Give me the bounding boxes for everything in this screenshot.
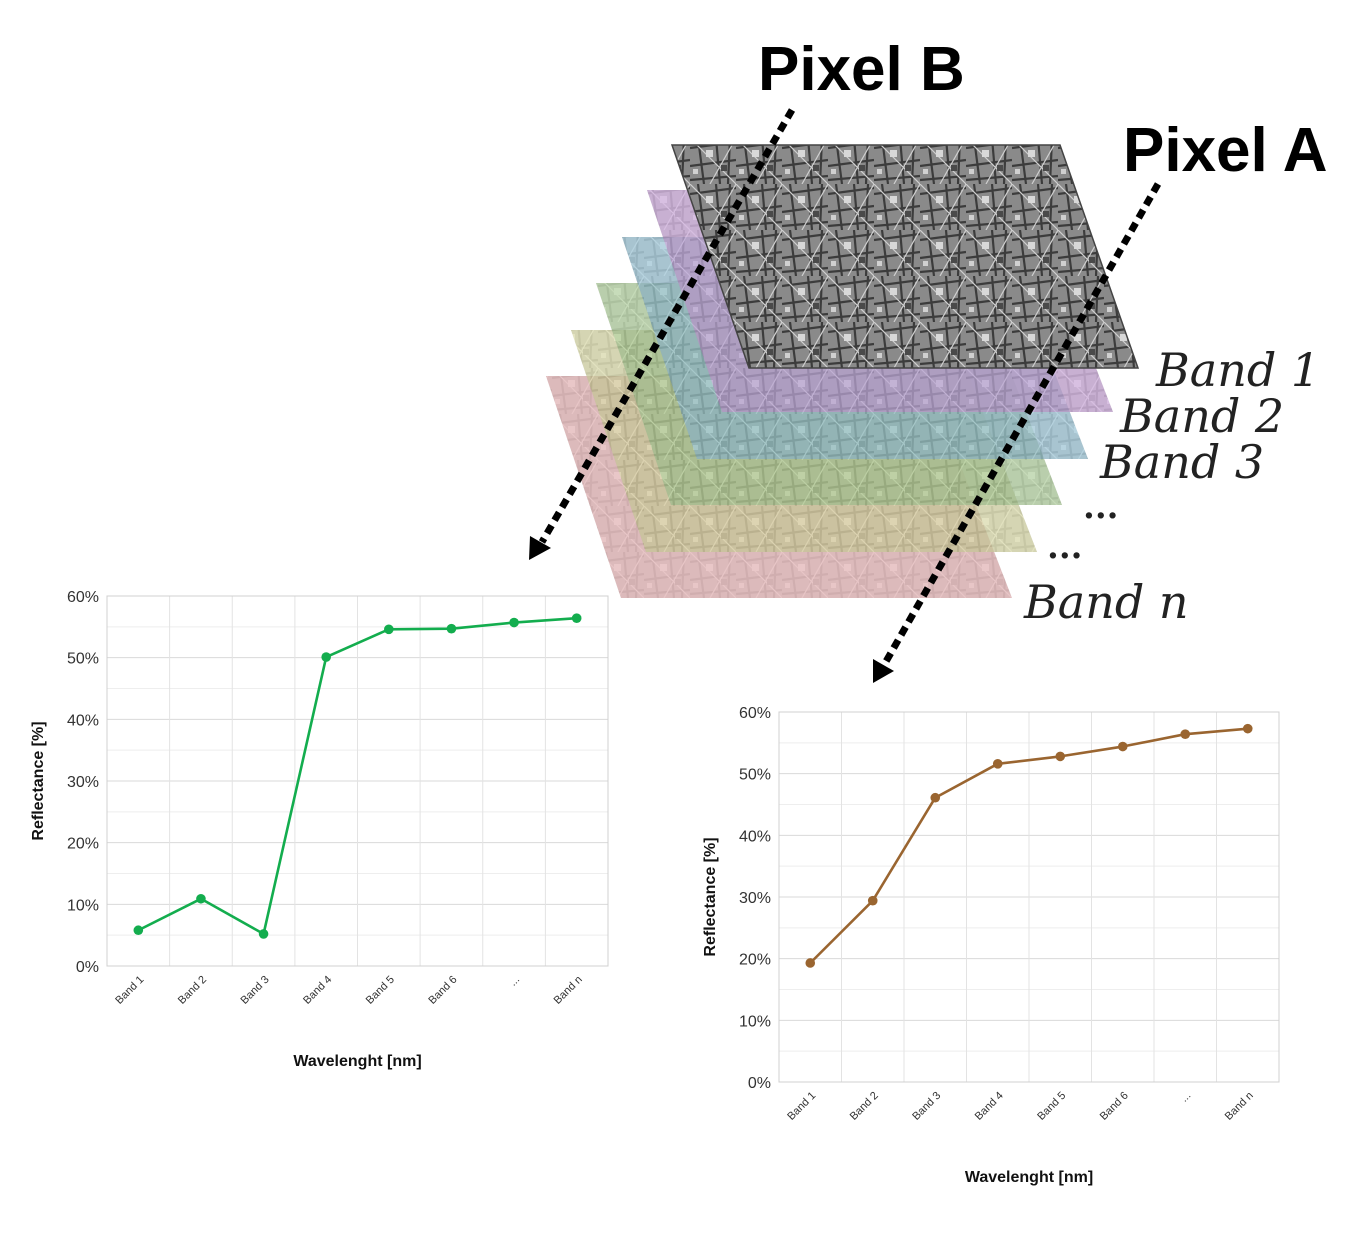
data-point <box>133 925 144 936</box>
x-tick-label: Band 5 <box>364 974 397 1007</box>
band-label-1: Band 1 <box>1155 343 1320 397</box>
band-layer-top <box>670 144 1140 369</box>
x-tick-label: Band 5 <box>1035 1090 1068 1123</box>
y-tick-label: 20% <box>739 952 771 969</box>
data-point <box>1117 741 1128 752</box>
x-axis-title: Wavelenght [nm] <box>965 1169 1093 1186</box>
data-point <box>258 929 269 939</box>
x-tick-label: ... <box>1178 1090 1193 1105</box>
pixel-b-arrow <box>529 108 796 560</box>
y-tick-label: 50% <box>739 767 771 784</box>
pixel-a-arrow <box>873 182 1162 683</box>
y-tick-label: 40% <box>67 712 99 729</box>
plot-area <box>106 595 609 967</box>
series-line <box>809 727 1248 964</box>
plot-area <box>778 711 1280 1083</box>
band-labels: Band 1 Band 2 Band 3 ... ... Band n <box>1023 343 1320 629</box>
x-tick-label: Band 2 <box>176 974 209 1007</box>
x-tick-label: Band 1 <box>785 1090 818 1123</box>
data-point <box>1055 751 1066 762</box>
x-tick-label: Band n <box>1223 1090 1256 1123</box>
pixel-a-arrowhead <box>873 659 894 683</box>
x-tick-label: Band n <box>552 974 585 1007</box>
y-tick-label: 0% <box>748 1075 771 1092</box>
x-tick-label: Band 3 <box>239 974 272 1007</box>
x-tick-label: Band 1 <box>113 974 146 1007</box>
data-point <box>930 792 941 803</box>
y-tick-label: 0% <box>76 959 99 976</box>
y-tick-label: 60% <box>67 589 99 606</box>
y-tick-label: 10% <box>739 1013 771 1030</box>
data-point <box>446 623 457 634</box>
y-tick-label: 40% <box>739 828 771 845</box>
data-point <box>867 895 878 906</box>
x-tick-label: ... <box>507 974 522 989</box>
x-tick-label: Band 6 <box>1098 1090 1131 1123</box>
data-point <box>321 652 331 662</box>
band-label-2: Band 2 <box>1119 389 1284 443</box>
x-tick-label: Band 4 <box>973 1090 1006 1123</box>
x-tick-label: Band 2 <box>848 1090 881 1123</box>
pixel-b-label: Pixel B <box>758 35 965 104</box>
pixel-b-spectrum-chart: 0% 10% 20% 30% 40% 50% 60% Band 1 Band 2 Band 3 Ba… <box>30 589 609 1070</box>
y-tick-label: 60% <box>739 705 771 722</box>
y-tick-label: 10% <box>67 897 99 914</box>
data-point <box>1242 723 1253 734</box>
data-point <box>384 624 394 635</box>
y-tick-label: 30% <box>739 890 771 907</box>
y-axis-title: Reflectance [%] <box>30 721 47 840</box>
band-stack <box>546 144 1140 598</box>
series-line <box>137 616 577 936</box>
pixel-a-label: Pixel A <box>1123 116 1327 185</box>
pixel-a-spectrum-chart: 0% 10% 20% 30% 40% 50% 60% Band 1 Band 2 Band 3 Ba… <box>702 705 1280 1186</box>
x-tick-label: Band 4 <box>301 974 334 1007</box>
data-point <box>509 617 519 628</box>
x-tick-label: Band 6 <box>426 974 459 1007</box>
data-point <box>805 958 816 968</box>
band-label-3: Band 3 <box>1099 435 1264 489</box>
band-label-ellipsis-2: ... <box>1047 527 1083 567</box>
band-label-ellipsis-1: ... <box>1083 487 1119 527</box>
data-point <box>1180 729 1191 739</box>
y-tick-label: 50% <box>67 651 99 668</box>
y-tick-label: 20% <box>67 836 99 853</box>
band-label-n: Band n <box>1023 575 1189 629</box>
data-point <box>571 613 582 623</box>
y-tick-label: 30% <box>67 774 99 791</box>
data-point <box>992 759 1003 769</box>
x-tick-label: Band 3 <box>910 1090 943 1123</box>
pixel-b-arrowhead <box>529 536 551 560</box>
y-axis-title: Reflectance [%] <box>702 837 719 956</box>
data-point <box>196 893 206 904</box>
x-axis-title: Wavelenght [nm] <box>293 1053 421 1070</box>
